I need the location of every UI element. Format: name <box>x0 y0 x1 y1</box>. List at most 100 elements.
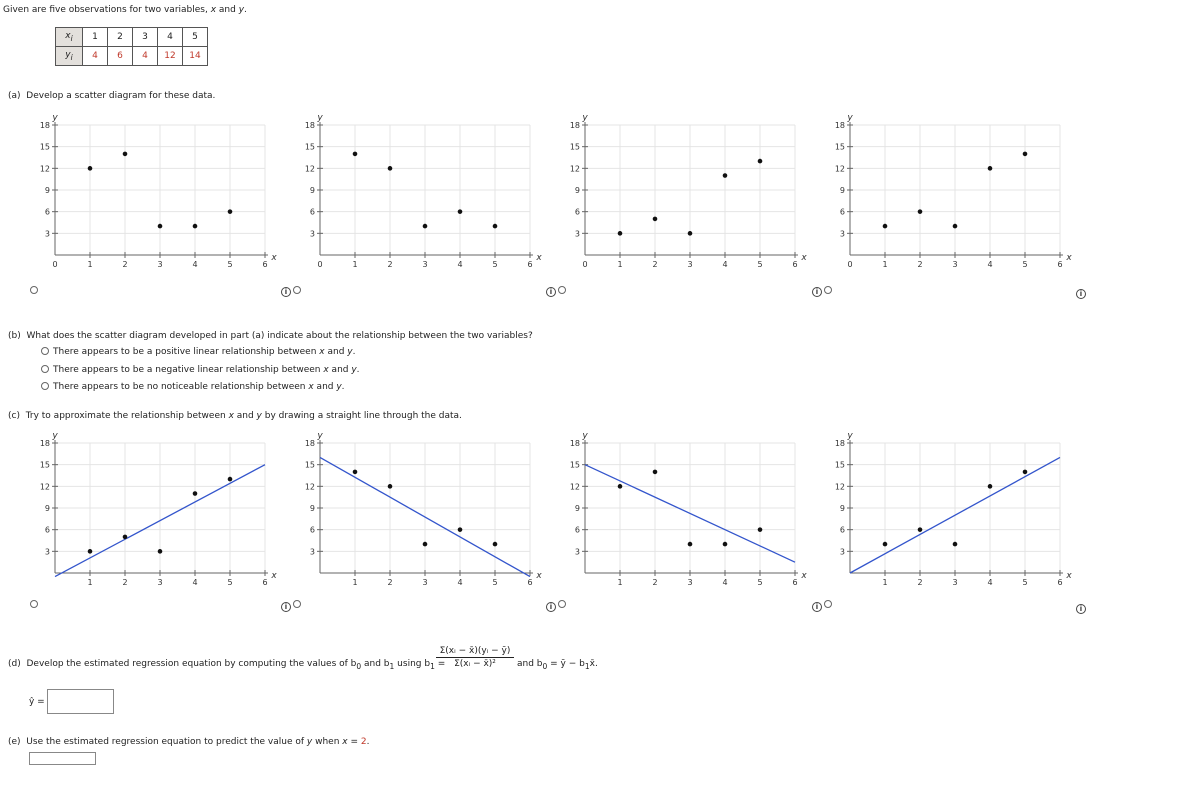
y-axis-label: y <box>581 431 588 441</box>
info-icon[interactable]: i <box>812 287 822 297</box>
data-point <box>917 209 923 214</box>
y-value-cell: 6 <box>107 46 133 66</box>
x-tick-label: 5 <box>227 260 232 269</box>
y-tick-label: 18 <box>40 121 50 130</box>
data-point <box>122 151 128 157</box>
x-tick-label: 3 <box>952 260 957 269</box>
x-tick-label: 4 <box>192 260 197 269</box>
fitted-line <box>584 464 796 563</box>
y-axis-label: y <box>581 113 588 123</box>
x-axis-label: x <box>1065 571 1072 581</box>
option-none-radio[interactable] <box>41 382 49 390</box>
x-tick-label: 5 <box>757 260 762 269</box>
part-a-prompt: (a) Develop a scatter diagram for these … <box>8 91 216 101</box>
y-tick-label: 15 <box>835 143 845 152</box>
info-icon[interactable]: i <box>1076 289 1086 299</box>
info-icon[interactable]: i <box>546 602 556 612</box>
option-negative-radio[interactable] <box>41 365 49 373</box>
y-tick-label: 15 <box>40 461 50 470</box>
choice-a2-radio[interactable] <box>293 286 301 294</box>
x-tick-label: 1 <box>617 578 622 587</box>
y-tick-label: 3 <box>310 547 315 556</box>
x-axis-label: x <box>1065 253 1072 263</box>
part-b-prompt: (b) What does the scatter diagram develo… <box>8 331 533 341</box>
option-none[interactable]: There appears to be no noticeable relati… <box>41 381 345 392</box>
x-tick-label: 6 <box>1057 578 1062 587</box>
x-tick-label: 1 <box>617 260 622 269</box>
y-tick-label: 18 <box>305 121 315 130</box>
data-point <box>952 541 958 547</box>
option-none-label: There appears to be no noticeable relati… <box>53 382 345 392</box>
data-point <box>122 534 128 540</box>
x-tick-label: 0 <box>847 260 852 269</box>
y-tick-label: 9 <box>840 504 845 513</box>
y-tick-label: 9 <box>575 504 580 513</box>
info-icon[interactable]: i <box>1076 604 1086 614</box>
info-icon[interactable]: i <box>546 287 556 297</box>
choice-a3-radio[interactable] <box>558 286 566 294</box>
x-tick-label: 2 <box>387 260 392 269</box>
data-point <box>917 527 923 532</box>
y-tick-label: 6 <box>840 208 845 217</box>
x-tick-label: 3 <box>687 578 692 587</box>
y-tick-label: 6 <box>45 208 50 217</box>
x-tick-label: 3 <box>687 260 692 269</box>
y-tick-label: 9 <box>45 504 50 513</box>
x-tick-label: 6 <box>792 578 797 587</box>
y-value-cell: 12 <box>157 46 183 66</box>
y-tick-label: 18 <box>40 439 50 448</box>
x-tick-label: 1 <box>87 578 92 587</box>
data-point <box>722 541 728 547</box>
y-axis-label: y <box>51 113 58 123</box>
choice-c1-radio[interactable] <box>30 600 38 608</box>
x-tick-label: 5 <box>1022 578 1027 587</box>
choice-c3-radio[interactable] <box>558 600 566 608</box>
y-tick-label: 3 <box>575 229 580 238</box>
data-point <box>87 166 93 171</box>
option-positive[interactable]: There appears to be a positive linear re… <box>41 346 355 357</box>
y-tick-label: 15 <box>835 461 845 470</box>
x-tick-label: 2 <box>917 578 922 587</box>
data-point <box>1022 469 1028 475</box>
option-positive-radio[interactable] <box>41 347 49 355</box>
y-tick-label: 18 <box>570 439 580 448</box>
y-axis-label: y <box>846 431 853 441</box>
y-tick-label: 12 <box>305 482 315 491</box>
choice-a4-radio[interactable] <box>824 286 832 294</box>
choice-c2-radio[interactable] <box>293 600 301 608</box>
data-point <box>387 484 393 489</box>
info-icon[interactable]: i <box>812 602 822 612</box>
x-header: xi <box>55 27 83 47</box>
info-icon[interactable]: i <box>281 287 291 297</box>
y-tick-label: 3 <box>45 547 50 556</box>
y-tick-label: 6 <box>45 526 50 535</box>
x-tick-label: 2 <box>122 260 127 269</box>
info-icon[interactable]: i <box>281 602 291 612</box>
data-point <box>422 223 428 229</box>
x-tick-label: 1 <box>87 260 92 269</box>
y-tick-label: 15 <box>570 143 580 152</box>
data-point <box>387 166 393 171</box>
x-axis-label: x <box>270 253 277 263</box>
regression-equation-input[interactable] <box>47 689 114 714</box>
y-tick-label: 9 <box>310 504 315 513</box>
data-point <box>422 541 428 547</box>
y-tick-label: 12 <box>40 164 50 173</box>
y-tick-label: 12 <box>570 482 580 491</box>
x-tick-label: 2 <box>917 260 922 269</box>
data-point <box>457 527 463 532</box>
prediction-input[interactable] <box>29 752 96 765</box>
option-negative[interactable]: There appears to be a negative linear re… <box>41 364 360 375</box>
x-tick-label: 4 <box>457 260 462 269</box>
choice-c4-radio[interactable] <box>824 600 832 608</box>
x-tick-label: 6 <box>792 260 797 269</box>
x-value-cell: 4 <box>157 27 183 47</box>
choice-a1-radio[interactable] <box>30 286 38 294</box>
y-tick-label: 9 <box>310 186 315 195</box>
x-tick-label: 1 <box>882 260 887 269</box>
y-value-cell: 4 <box>132 46 158 66</box>
x-tick-label: 3 <box>422 260 427 269</box>
